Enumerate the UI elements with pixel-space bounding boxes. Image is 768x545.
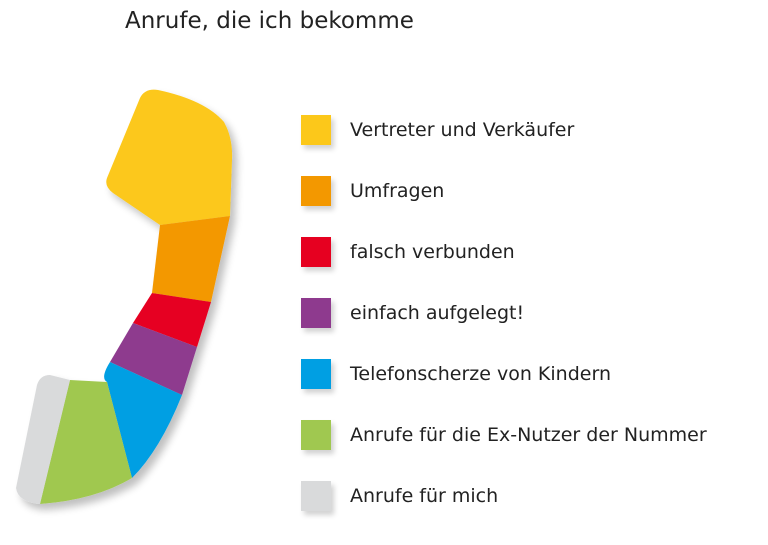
legend-item: falsch verbunden (301, 237, 515, 267)
segment-5 (104, 362, 182, 478)
segment-2 (152, 216, 230, 302)
legend-item: Anrufe für mich (301, 481, 498, 511)
legend-swatch (301, 481, 331, 511)
legend-swatch (301, 359, 331, 389)
segment-6 (40, 380, 132, 504)
legend-swatch (301, 298, 331, 328)
legend-label: Telefonscherze von Kindern (350, 363, 611, 385)
legend-swatch (301, 237, 331, 267)
legend-item: Vertreter und Verkäufer (301, 115, 574, 145)
legend-label: Umfragen (350, 180, 445, 202)
legend-swatch (301, 115, 331, 145)
legend-label: Vertreter und Verkäufer (350, 119, 575, 141)
chart-title: Anrufe, die ich bekomme (125, 8, 414, 34)
legend-item: Umfragen (301, 176, 444, 206)
legend-item: Telefonscherze von Kindern (301, 359, 611, 389)
segment-7 (16, 375, 70, 504)
segment-3 (133, 293, 211, 347)
phone-handset-chart (16, 89, 233, 504)
segment-4 (110, 323, 197, 395)
legend-label: falsch verbunden (350, 241, 515, 263)
legend-item: Anrufe für die Ex-Nutzer der Nummer (301, 420, 707, 450)
segment-1 (106, 89, 233, 226)
legend-label: Anrufe für die Ex-Nutzer der Nummer (350, 424, 707, 446)
legend-label: Anrufe für mich (350, 485, 499, 507)
legend-swatch (301, 420, 331, 450)
legend-item: einfach aufgelegt! (301, 298, 524, 328)
legend-swatch (301, 176, 331, 206)
legend-label: einfach aufgelegt! (350, 302, 525, 324)
